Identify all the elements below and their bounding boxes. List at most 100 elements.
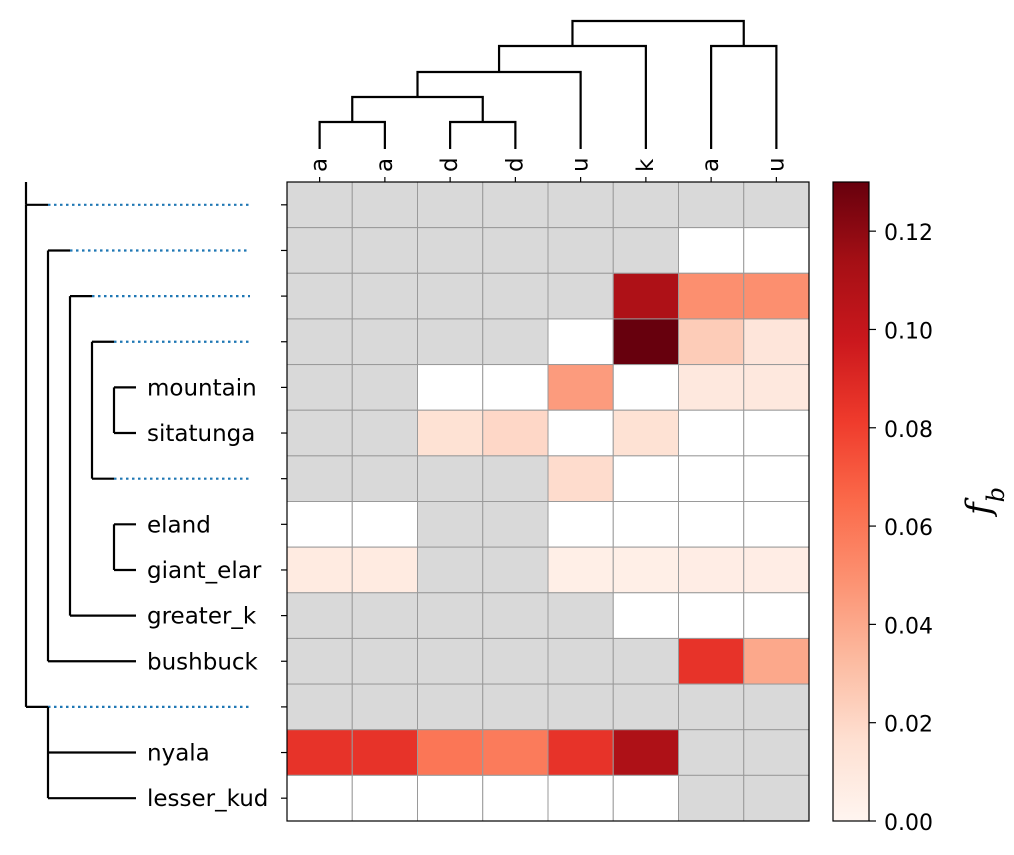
heatmap-cell	[612, 592, 679, 639]
heatmap-cell	[286, 455, 353, 503]
heatmap-cell	[351, 501, 418, 548]
row-label: giant_elar	[147, 558, 262, 584]
heatmap-cell	[743, 455, 810, 503]
heatmap-cell	[482, 501, 549, 548]
heatmap-cell	[286, 227, 353, 274]
colorbar-tick-label: 0.08	[884, 418, 933, 443]
heatmap-cell	[678, 272, 745, 320]
heatmap-cell	[351, 409, 418, 457]
heatmap-cell	[286, 729, 353, 776]
column-label: u	[763, 157, 789, 172]
heatmap-cell	[743, 683, 810, 731]
heatmap-cell	[482, 546, 549, 594]
heatmap-cell	[678, 409, 745, 457]
heatmap-cell	[417, 364, 484, 411]
heatmap-cell	[351, 729, 418, 776]
column-label: a	[698, 158, 724, 172]
heatmap-cell	[547, 729, 614, 776]
heatmap-cell	[286, 409, 353, 457]
heatmap-cell	[417, 592, 484, 639]
heatmap-cell	[678, 181, 745, 229]
dendrogram-link	[318, 120, 386, 149]
heatmap-cell	[417, 272, 484, 320]
heatmap-cell	[678, 364, 745, 411]
heatmap-cell	[612, 546, 679, 594]
heatmap-cell	[743, 774, 810, 822]
heatmap-cell	[743, 729, 810, 776]
heatmap-cell	[351, 546, 418, 594]
heatmap-cell	[417, 409, 484, 457]
heatmap-cell	[351, 774, 418, 822]
heatmap-cell	[547, 364, 614, 411]
dendrogram-link	[449, 120, 517, 149]
heatmap-cell	[286, 181, 353, 229]
heatmap-cell	[743, 318, 810, 366]
heatmap-frame	[286, 181, 810, 822]
heatmap-cell	[482, 729, 549, 776]
heatmap-cell	[417, 227, 484, 274]
colorbar-tick-label: 0.00	[884, 811, 933, 836]
dendrogram-link	[497, 44, 647, 149]
heatmap-cell	[286, 774, 353, 822]
row-labels: mountain sitatunga eland giant_elar greater_…	[147, 204, 287, 812]
heatmap-cell	[417, 546, 484, 594]
heatmap-cell	[417, 683, 484, 731]
heatmap-cell	[286, 637, 353, 685]
heatmap-cell	[612, 181, 679, 229]
colorbar-tick-label: 0.12	[884, 221, 933, 246]
column-label: a	[307, 158, 333, 172]
heatmap-cell	[286, 592, 353, 639]
dendrogram-link	[351, 95, 484, 122]
heatmap-cell	[612, 501, 679, 548]
heatmap-cell	[286, 318, 353, 366]
heatmap-cell	[612, 774, 679, 822]
heatmap-cell	[678, 501, 745, 548]
colorbar-tick-label: 0.06	[884, 516, 933, 541]
heatmap-cell	[547, 318, 614, 366]
heatmap-cell	[612, 637, 679, 685]
heatmap-cell	[743, 227, 810, 274]
row-label: greater_k	[147, 604, 257, 630]
heatmap-cell	[417, 318, 484, 366]
column-label: d	[502, 157, 528, 172]
heatmap-cell	[743, 501, 810, 548]
heatmap-cell	[743, 364, 810, 411]
heatmap-cell	[482, 592, 549, 639]
heatmap-cell	[547, 592, 614, 639]
heatmap-cell	[547, 501, 614, 548]
heatmap-cell	[547, 227, 614, 274]
heatmap-cell	[351, 455, 418, 503]
heatmap-cell	[286, 364, 353, 411]
row-dendrogram	[24, 182, 250, 800]
heatmap-cell	[351, 272, 418, 320]
heatmap-cell	[417, 455, 484, 503]
heatmap-cell	[612, 729, 679, 776]
row-label: lesser_kud	[147, 786, 268, 812]
heatmap-cell	[612, 318, 679, 366]
heatmap-cell	[351, 181, 418, 229]
heatmap-cell	[743, 592, 810, 639]
heatmap-cell	[678, 592, 745, 639]
colorbar-tick-label: 0.04	[884, 614, 933, 639]
heatmap-cell	[678, 318, 745, 366]
heatmap-cell	[351, 592, 418, 639]
heatmap-cell	[547, 637, 614, 685]
heatmap-cell	[612, 683, 679, 731]
heatmap-cell	[417, 501, 484, 548]
column-dendrogram	[318, 19, 778, 149]
column-label: k	[633, 158, 659, 172]
heatmap-cell	[351, 364, 418, 411]
heatmap-cell	[678, 455, 745, 503]
heatmap-cell	[351, 227, 418, 274]
row-label: sitatunga	[147, 421, 255, 447]
dendrogram-link	[416, 70, 582, 149]
heatmap-cell	[547, 683, 614, 731]
heatmap-cell	[482, 364, 549, 411]
heatmap-cell	[678, 729, 745, 776]
heatmap-cell	[286, 683, 353, 731]
heatmap-cell	[743, 409, 810, 457]
heatmap-cell	[612, 455, 679, 503]
